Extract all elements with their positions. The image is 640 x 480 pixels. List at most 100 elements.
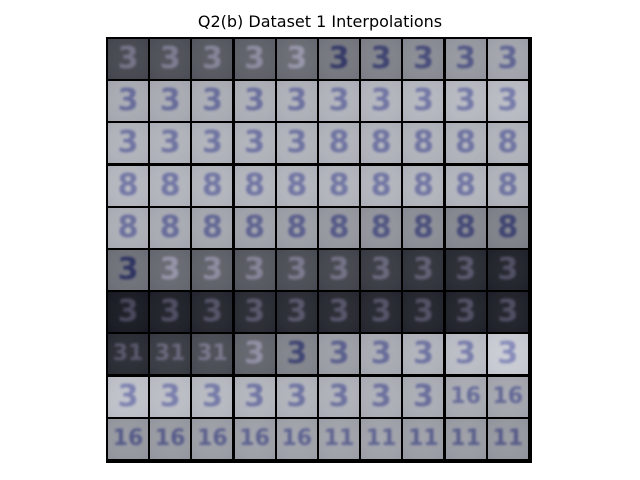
tile-digit-glyph: 3 [370,252,392,287]
interpolation-tile: 3 [487,334,528,375]
tile-digit-glyph: 8 [497,125,519,161]
tile-digit-glyph: 3 [412,41,434,76]
interpolation-tile: 3 [361,39,402,79]
interpolation-tile: 11 [319,418,359,459]
tile-digit-glyph: 3 [244,252,266,287]
tile-digit-glyph: 11 [450,425,481,451]
interpolation-tile: 3 [150,123,191,164]
interpolation-tile: 8 [445,123,486,164]
interpolation-tile: 3 [403,334,444,375]
tile-digit-glyph: 3 [159,125,181,161]
interpolation-tile: 3 [108,39,148,79]
interpolation-tile: 3 [150,376,191,417]
interpolation-tile: 16 [150,418,191,459]
tile-digit-glyph: 8 [370,209,392,245]
tile-digit-glyph: 8 [244,167,266,203]
interpolation-tile: 8 [150,165,191,206]
interpolation-tile: 8 [319,165,359,206]
interpolation-tile: 3 [150,39,191,79]
interpolation-tile: 3 [445,39,486,79]
tile-digit-glyph: 3 [201,378,223,414]
tile-digit-glyph: 8 [328,209,350,245]
interpolation-tile: 8 [234,207,275,248]
tile-digit-glyph: 3 [286,378,308,414]
interpolation-tile: 8 [150,207,191,248]
tile-digit-glyph: 3 [497,294,519,330]
interpolation-tile: 16 [445,376,486,417]
interpolation-tile: 3 [192,292,233,333]
tile-digit-glyph: 31 [197,341,228,367]
interpolation-tile: 3 [487,39,528,79]
tile-digit-glyph: 3 [455,336,477,372]
interpolation-tile: 3 [276,376,317,417]
tile-digit-glyph: 11 [492,425,524,451]
interpolation-tile: 8 [108,165,148,206]
tile-digit-glyph: 8 [328,167,350,203]
interpolation-tile: 3 [319,292,359,333]
tile-digit-glyph: 3 [328,83,350,119]
tile-digit-glyph: 3 [117,252,139,287]
interpolation-tile: 31 [150,334,191,375]
tile-digit-glyph: 16 [450,383,481,409]
interpolation-tile: 11 [445,418,486,459]
tile-digit-glyph: 3 [201,125,223,161]
interpolation-tile: 3 [361,292,402,333]
tile-digit-glyph: 16 [154,425,186,451]
interpolation-tile: 8 [361,123,402,164]
interpolation-tile: 3 [403,81,444,122]
interpolation-tile: 3 [319,250,359,290]
interpolation-tile: 8 [487,207,528,248]
tile-digit-glyph: 3 [455,294,477,330]
interpolation-tile: 3 [445,250,486,290]
interpolation-tile: 3 [403,39,444,79]
interpolation-tile: 8 [403,165,444,206]
tile-digit-glyph: 3 [159,83,181,119]
tile-digit-glyph: 8 [497,209,519,245]
interpolation-tile: 3 [445,292,486,333]
tile-digit-glyph: 3 [412,252,434,287]
tile-digit-glyph: 3 [159,378,181,414]
interpolation-tile: 16 [192,418,233,459]
tile-digit-glyph: 31 [112,341,144,367]
tile-digit-glyph: 3 [201,252,223,287]
interpolation-tile: 3 [150,81,191,122]
interpolation-tile: 3 [234,123,275,164]
tile-digit-glyph: 3 [497,83,519,119]
tile-digit-glyph: 8 [117,209,139,245]
tile-digit-glyph: 3 [412,83,434,119]
tile-digit-glyph: 3 [286,41,308,76]
interpolation-tile: 3 [234,334,275,375]
interpolation-tile: 3 [108,123,148,164]
interpolation-tile: 3 [319,39,359,79]
tile-digit-glyph: 3 [455,252,477,287]
interpolation-tile: 8 [192,165,233,206]
tile-digit-glyph: 8 [455,125,477,161]
tile-digit-glyph: 16 [281,425,313,451]
interpolation-tile: 3 [150,250,191,290]
tile-digit-glyph: 3 [328,252,350,287]
tile-digit-glyph: 3 [370,378,392,414]
tile-digit-glyph: 8 [117,167,139,203]
interpolation-tile: 11 [403,418,444,459]
tile-digit-glyph: 3 [201,294,223,330]
tile-digit-glyph: 16 [112,425,144,451]
interpolation-tile: 8 [445,165,486,206]
tile-digit-glyph: 31 [154,341,186,367]
tile-digit-glyph: 8 [286,209,308,245]
tile-digit-glyph: 3 [412,378,434,414]
interpolation-tile: 3 [150,292,191,333]
tile-digit-glyph: 3 [328,41,350,76]
tile-digit-glyph: 3 [286,125,308,161]
interpolation-tile: 3 [319,81,359,122]
interpolation-tile: 3 [319,376,359,417]
interpolation-tile: 8 [487,123,528,164]
interpolation-tile: 3 [192,81,233,122]
tile-digit-glyph: 8 [412,125,434,161]
interpolation-tile: 8 [403,123,444,164]
tile-digit-glyph: 8 [370,167,392,203]
interpolation-tile: 8 [445,207,486,248]
interpolation-tile: 3 [192,250,233,290]
interpolation-tile: 8 [276,207,317,248]
tile-digit-glyph: 3 [286,294,308,330]
